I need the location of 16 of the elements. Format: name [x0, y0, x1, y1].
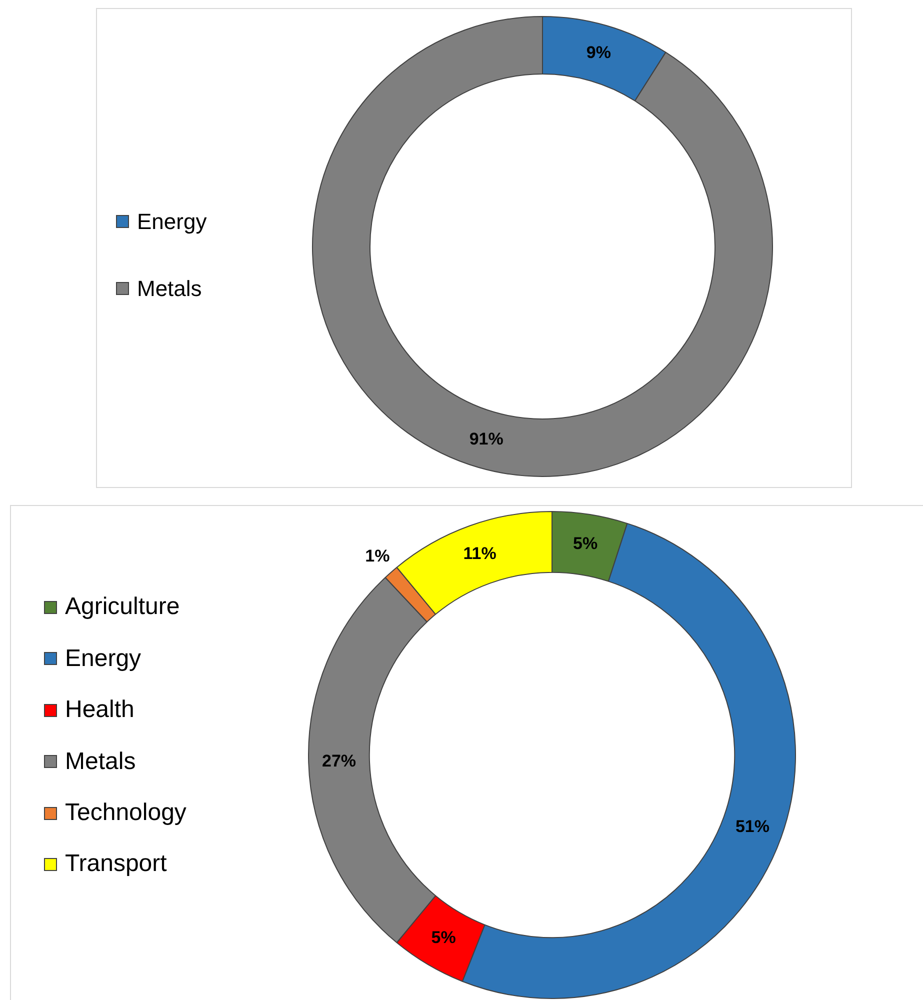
legend-label: Energy [65, 644, 142, 673]
data-label: 51% [735, 816, 770, 836]
data-label: 27% [322, 751, 356, 770]
legend-label: Transport [65, 850, 167, 878]
data-label: 91% [469, 429, 504, 448]
legend-label: Energy [137, 208, 207, 234]
data-label: 9% [586, 42, 611, 62]
legend-label: Metals [65, 748, 136, 776]
data-label: 1% [365, 546, 390, 566]
data-label: 11% [463, 544, 496, 564]
legend-label: Metals [137, 276, 202, 302]
legend-label: Technology [65, 799, 186, 828]
data-label: 5% [431, 928, 456, 948]
data-label: 5% [573, 534, 598, 554]
legend-label: Health [65, 696, 134, 724]
legend-label: Agriculture [65, 593, 180, 622]
